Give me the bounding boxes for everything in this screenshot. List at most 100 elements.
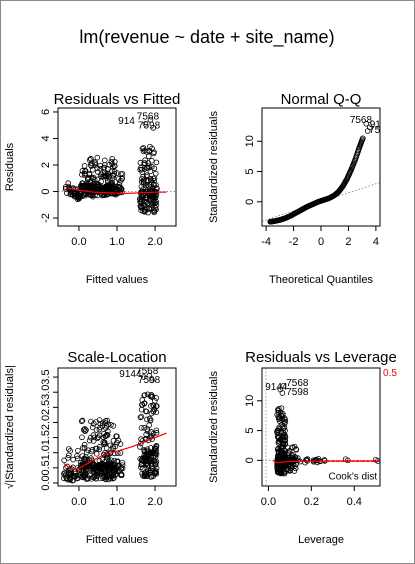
outlier-point [279, 390, 286, 396]
y-tick-label: 1.0 [40, 445, 52, 460]
data-point [61, 469, 68, 476]
data-point [139, 455, 146, 461]
data-point [280, 440, 287, 447]
x-axis-label: Theoretical Quantiles [269, 274, 373, 286]
data-point [151, 194, 157, 200]
data-point [98, 467, 104, 474]
data-point [79, 193, 85, 200]
data-point [153, 159, 160, 166]
data-point [137, 440, 144, 447]
data-point [154, 185, 160, 192]
data-point [151, 181, 157, 188]
data-point [112, 179, 119, 185]
data-point [100, 165, 107, 171]
data-point [145, 209, 151, 216]
data-point [145, 458, 152, 465]
data-point [80, 426, 87, 433]
data-point [153, 469, 159, 475]
y-tick-label: 10 [244, 135, 256, 147]
data-point [282, 427, 288, 434]
data-point [143, 408, 150, 415]
data-point [141, 424, 148, 431]
data-point [282, 434, 289, 441]
data-point [137, 444, 143, 450]
data-point [281, 470, 287, 477]
data-point [101, 441, 107, 448]
data-point [145, 188, 151, 195]
data-point [140, 186, 146, 193]
data-point [81, 163, 88, 169]
data-point [147, 417, 154, 424]
data-point [104, 417, 110, 424]
y-tick-label: -2 [40, 213, 52, 223]
data-point [151, 209, 158, 216]
data-point [303, 457, 309, 463]
panel-title: Scale-Location [67, 349, 166, 366]
data-point [99, 420, 106, 426]
data-point [139, 145, 146, 152]
data-point [72, 474, 78, 480]
data-point [103, 433, 109, 439]
data-point [62, 184, 69, 190]
data-point [276, 405, 282, 412]
data-point [144, 460, 150, 466]
x-tick-label: 4 [373, 236, 379, 248]
data-point [151, 450, 158, 456]
smooth-line [272, 459, 380, 464]
panel-1: Residuals vs Fitted Fitted values Residual… [4, 91, 180, 286]
data-point [61, 475, 67, 482]
data-point [103, 425, 109, 431]
data-point [94, 181, 100, 187]
data-point [153, 409, 160, 415]
data-point [110, 423, 117, 429]
y-tick-label: 1.5 [40, 430, 52, 445]
x-tick-label: 0.0 [71, 496, 86, 508]
data-point [71, 193, 78, 200]
y-tick-label: 0 [40, 188, 52, 194]
data-point [78, 183, 84, 190]
data-point [83, 427, 89, 433]
data-point [118, 177, 124, 184]
data-point [79, 417, 86, 424]
data-point [345, 457, 351, 464]
data-point [91, 420, 97, 427]
data-point [89, 166, 96, 173]
data-point [103, 445, 110, 451]
data-point [98, 173, 104, 180]
data-point [96, 446, 103, 453]
data-point [150, 473, 157, 479]
data-point [90, 438, 97, 444]
data-point [80, 472, 87, 479]
data-point [93, 473, 100, 479]
data-point [153, 427, 160, 434]
data-point [101, 157, 108, 164]
outlier-label: 7598 [138, 375, 161, 386]
x-axis-label: Leverage [298, 534, 344, 546]
outlier-point [146, 372, 153, 379]
data-point [147, 467, 154, 474]
data-point [138, 204, 144, 211]
data-point [141, 203, 147, 209]
data-point [140, 148, 147, 155]
data-point [153, 403, 160, 409]
data-point [147, 177, 154, 184]
data-point [291, 443, 298, 450]
data-point [281, 431, 287, 438]
data-point [92, 159, 98, 165]
data-point [85, 447, 91, 454]
data-point [79, 168, 86, 174]
data-point [96, 432, 103, 439]
data-point [153, 430, 160, 436]
x-tick-label: 1.0 [109, 496, 124, 508]
data-point [103, 472, 110, 479]
x-tick-label: 2.0 [147, 496, 162, 508]
panel-title: Residuals vs Fitted [54, 91, 181, 108]
panel-title: Normal Q-Q [281, 91, 362, 108]
y-axis-label: Standardized residuals [208, 371, 220, 483]
data-point [111, 450, 118, 457]
data-point [140, 173, 146, 180]
data-point [86, 157, 93, 163]
data-point [88, 163, 95, 169]
